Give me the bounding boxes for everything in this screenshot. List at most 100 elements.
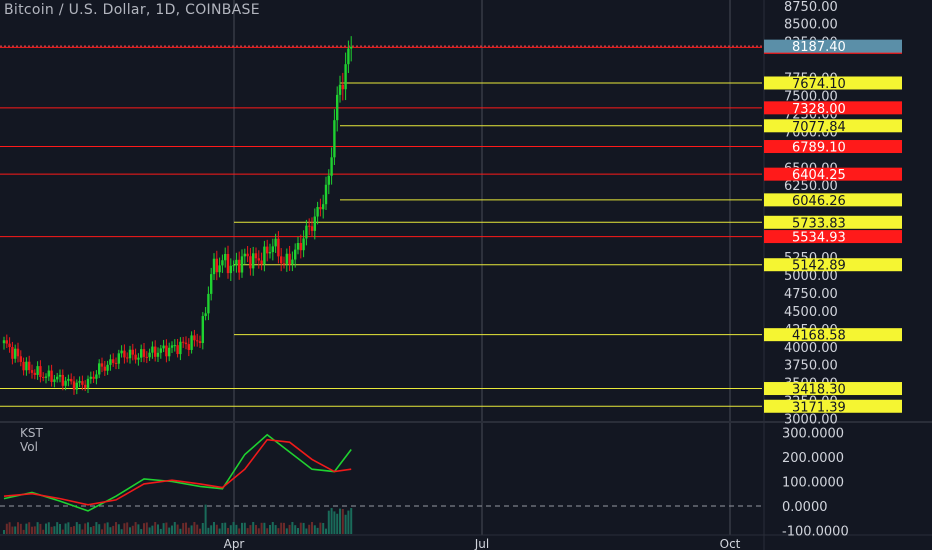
volume-bar [109,527,112,534]
candle-body [319,207,322,210]
volume-bar [137,524,140,534]
candle-body [8,343,11,348]
volume-bar [249,525,252,534]
candle-body [134,354,137,360]
candle-body [254,253,258,259]
volume-bar [238,528,241,534]
volume-bar [210,525,213,534]
candle-body [280,256,283,264]
volume-bar [106,522,109,534]
kst-indicator [0,433,762,512]
candle-body [294,249,297,260]
candle-body [282,263,286,265]
volume-bar [196,524,199,534]
candle-body [187,344,190,350]
price-tick-label: 4500.00 [784,305,838,320]
candle-body [131,349,134,355]
candle-body [123,350,126,358]
candle-body [271,246,274,253]
candle-body [341,84,344,90]
candle-body [120,350,123,354]
price-tick-label: 7500.00 [784,89,838,104]
volume-bar [185,522,187,534]
volume-bar [11,526,14,534]
volume-bar [269,524,271,534]
volume-bar [145,522,148,534]
candle-body [2,340,6,344]
volume-bar [246,528,249,534]
level-label-box [764,230,902,244]
candle-body [61,374,64,386]
kst-tick-label: -100.0000 [782,525,849,540]
candle-body [89,376,92,379]
candle-body [14,348,17,359]
kst-line-kst [3,433,352,512]
candle-body [196,340,199,342]
price-tick-label: 3750.00 [784,359,838,374]
volume-bar [87,522,89,534]
candle-body [226,253,230,274]
candle-body [313,216,316,231]
volume-bar [154,522,157,534]
level-label: 3418.30 [792,383,846,398]
candle-body [44,376,48,378]
candle-body [350,46,353,49]
volume-bar [322,522,325,534]
volume-bar [313,525,316,534]
candle-body [137,357,140,360]
kst-tick-label: 300.0000 [782,426,844,441]
volume-bar [232,522,235,534]
candle-body [142,349,146,357]
volume-bar [311,522,313,534]
candle-body [224,253,227,261]
candle-body [249,256,252,269]
level-label: 5733.83 [792,216,846,231]
volume-bar [266,528,269,534]
candle-body [215,258,218,273]
volume-bar [333,511,336,534]
candle-body [156,352,160,357]
candle-body [30,370,34,373]
level-label-box [764,399,902,413]
volume-bar [235,524,238,534]
volume-bar [344,514,347,534]
volume-bar [190,525,193,534]
candle-body [168,347,171,357]
level-label: 7328.00 [792,102,846,117]
level-label: 6789.10 [792,141,846,156]
time-axis: Apr Jul Oct [224,537,741,550]
candle-body [333,120,336,158]
volume-bar [5,523,8,534]
price-tick-label: 8750.00 [784,0,838,15]
candle-body [140,349,143,358]
candle-body [170,345,174,348]
candle-body [165,345,168,357]
volume-bar [134,522,137,534]
volume-bar [277,528,280,534]
volume-bar [319,522,322,534]
volume-bar [25,523,28,534]
level-label-box [764,167,902,181]
volume-bar [64,523,67,534]
level-label: 5142.89 [792,259,846,274]
volume-bar [129,527,131,534]
candle-body [42,377,45,379]
candle-body [128,349,132,359]
candle-body [182,341,185,343]
volume-bar [143,523,145,534]
time-tick-label: Apr [224,537,245,550]
candle-body [28,361,31,371]
volume-bar [53,526,56,534]
candle-body [204,313,207,317]
level-label-box [764,119,902,133]
candle-body [218,265,221,273]
candle-body [277,238,280,257]
volume-bar [302,522,305,534]
volume-bar [260,522,263,534]
volume-bar [283,522,285,534]
volume-bar [28,522,31,534]
volume-bar [89,527,92,534]
